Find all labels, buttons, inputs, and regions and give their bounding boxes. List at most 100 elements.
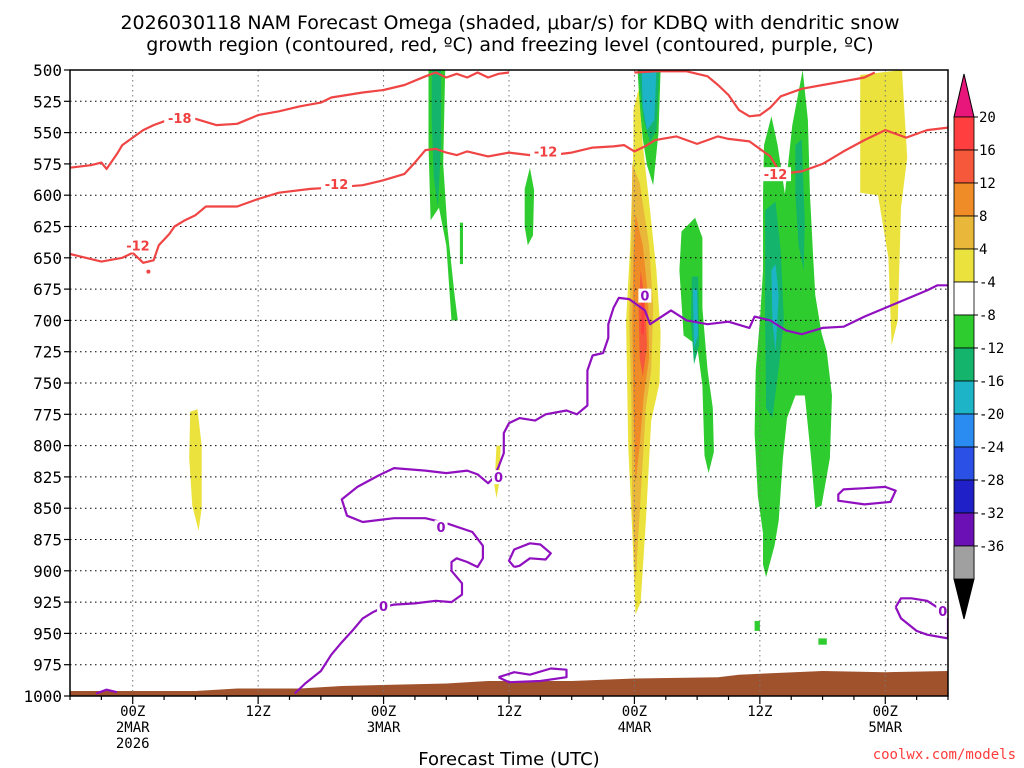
y-tick-label: 950 (33, 624, 62, 643)
y-tick-label: 525 (33, 92, 62, 111)
omega-region (818, 638, 827, 645)
y-tick-label: 625 (33, 218, 62, 237)
colorbar-label: 4 (979, 242, 987, 258)
y-tick-label: 925 (33, 593, 62, 612)
colorbar-bottom-arrow (953, 578, 975, 620)
colorbar-label: 8 (979, 209, 987, 225)
contour-label-zero-bg (492, 470, 506, 485)
omega-region (771, 264, 779, 352)
freezing-level-contour (837, 485, 897, 506)
x-tick-label: 12Z (245, 704, 270, 720)
omega-region (754, 70, 832, 578)
chart-title-line1: 2026030118 NAM Forecast Omega (shaded, μ… (120, 12, 899, 34)
x-tick-label: 12Z (496, 704, 521, 720)
omega-region (524, 167, 535, 246)
omega-region (679, 217, 714, 474)
colorbar-swatch (953, 446, 975, 481)
y-tick-label: 850 (33, 499, 62, 518)
colorbar-swatch (953, 479, 975, 514)
x-tick-label: 00Z (873, 704, 898, 720)
y-tick-label: 700 (33, 311, 62, 330)
dendritic-dot (146, 269, 151, 274)
contour-label-minus12-bg (760, 167, 792, 182)
contour-label-zero: 0 (494, 471, 503, 486)
x-tick-label: 12Z (747, 704, 772, 720)
contour-label-zero-bg (434, 520, 448, 535)
colorbar-swatch (953, 116, 975, 151)
y-tick-label: 1000 (23, 687, 62, 706)
y-tick-label: 800 (33, 437, 62, 456)
omega-region (641, 292, 645, 336)
contour-label-zero: 0 (437, 521, 446, 536)
credit-text: coolwx.com/models (873, 747, 1016, 763)
contour-label-minus12: -12 (325, 178, 349, 193)
colorbar-label: 12 (979, 176, 996, 192)
colorbar-swatch (953, 215, 975, 250)
colorbar-label: -36 (979, 539, 1004, 555)
grid (70, 69, 948, 697)
x-tick-label: 00Z (120, 704, 145, 720)
contour-label-zero: 0 (379, 600, 388, 615)
contour-label-minus12: -12 (534, 146, 558, 161)
y-tick-label: 500 (33, 61, 62, 80)
colorbar-label: -4 (979, 275, 996, 291)
contour-label-minus12-bg (321, 177, 353, 192)
colorbar-label: -32 (979, 506, 1004, 522)
x-tick-label: 00Z (371, 704, 396, 720)
y-tick-label: 575 (33, 155, 62, 174)
colorbar-swatch (953, 545, 975, 580)
colorbar-swatch (953, 380, 975, 415)
omega-region (459, 222, 463, 265)
x-tick-label: 3MAR (367, 720, 401, 736)
contour-label-zero: 0 (938, 605, 947, 620)
x-tick-label: 00Z (622, 704, 647, 720)
omega-region (754, 620, 760, 631)
y-tick-label: 600 (33, 186, 62, 205)
colorbar-label: 16 (979, 143, 996, 159)
dendritic-minus18-contour (70, 71, 510, 170)
terrain-layer (70, 671, 948, 696)
colorbar-label: -28 (979, 473, 1004, 489)
omega-region (693, 289, 699, 348)
y-tick-label: 875 (33, 531, 62, 550)
x-tick-label: 4MAR (618, 720, 652, 736)
colorbar-label: 20 (979, 110, 996, 126)
contour-label-minus18-bg (164, 110, 196, 125)
omega-region (431, 70, 442, 208)
omega-region (641, 70, 657, 131)
freezing-level-contour (507, 542, 552, 569)
colorbar-label: -8 (979, 308, 996, 324)
contour-label-zero-bg (638, 288, 652, 303)
y-tick-label: 675 (33, 280, 62, 299)
colorbar-swatch (953, 413, 975, 448)
contour-label-minus18: -18 (168, 112, 192, 127)
x-tick-label: 2MAR (116, 720, 150, 736)
y-tick-label: 550 (33, 124, 62, 143)
colorbar-swatch (953, 512, 975, 547)
contour-label-minus12-bg (122, 238, 154, 253)
x-tick-label: 5MAR (868, 720, 902, 736)
colorbar-label: -20 (979, 407, 1004, 423)
omega-region (860, 70, 908, 346)
colorbar-swatch (953, 347, 975, 382)
y-tick-label: 725 (33, 343, 62, 362)
y-tick-label: 750 (33, 374, 62, 393)
contour-label-minus12-bg (530, 144, 562, 159)
x-tick-label: 2026 (116, 736, 150, 752)
freezing-level-contour (894, 597, 948, 640)
x-axis-title: Forecast Time (UTC) (418, 749, 599, 768)
colorbar-swatch (953, 281, 975, 316)
y-tick-label: 650 (33, 249, 62, 268)
contour-labels: -18 -12 -12 -12 -12 0 0 0 0 0 (122, 110, 950, 620)
colorbar-swatch (953, 248, 975, 283)
terrain-fill (70, 671, 948, 696)
colorbar-swatch (953, 314, 975, 349)
freezing-level-contour (498, 667, 568, 684)
colorbar-top-arrow (953, 73, 975, 118)
dendritic-minus18-contour (634, 70, 876, 118)
y-axis: 500 525 550 575 600 625 650 675 700 725 750 775 800 8… (23, 61, 70, 706)
colorbar: 20 16 12 8 4 -4 -8 -12 -16 -20 -24 -28 -32 -36 (953, 73, 1004, 620)
contour-label-zero: 0 (640, 290, 649, 305)
colorbar-label: -12 (979, 341, 1004, 357)
